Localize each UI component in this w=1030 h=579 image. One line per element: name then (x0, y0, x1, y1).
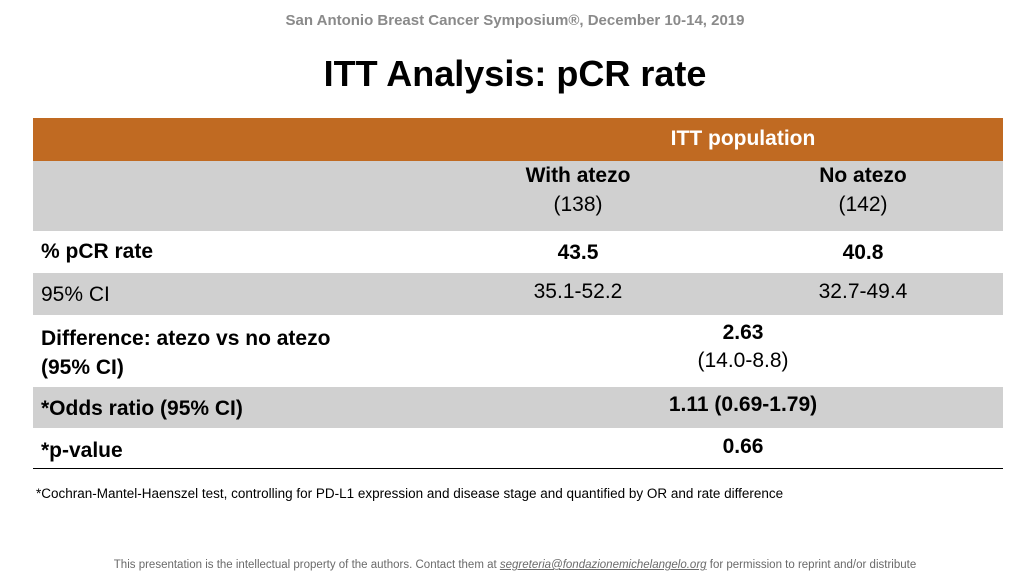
cell-no-atezo: 40.8 (842, 241, 884, 264)
row-label-line1: Difference: atezo vs no atezo (41, 327, 331, 350)
cell-no-atezo: 32.7-49.4 (818, 280, 908, 303)
column-name: No atezo (819, 164, 907, 187)
cell-pvalue: 0.66 (722, 435, 764, 458)
row-label-line2: (95% CI) (41, 356, 124, 379)
table-row-ci: 95% CI 35.1-52.2 32.7-49.4 (33, 273, 1003, 315)
contact-email-link[interactable]: segreteria@fondazionemichelangelo.org (499, 559, 707, 571)
row-label: *p-value (41, 439, 123, 462)
table-row-pcr: % pCR rate 43.5 40.8 (33, 231, 1003, 273)
column-header-with-atezo: With atezo (138) (413, 164, 743, 217)
table-row-difference: Difference: atezo vs no atezo (95% CI) 2… (33, 315, 1003, 387)
column-n: (138) (553, 193, 603, 216)
copyright-notice: This presentation is the intellectual pr… (0, 559, 1030, 571)
group-header-label: ITT population (670, 127, 816, 150)
conference-banner: San Antonio Breast Cancer Symposium®, De… (285, 12, 745, 29)
row-label: Difference: atezo vs no atezo (95% CI) (41, 324, 330, 382)
difference-ci: (14.0-8.8) (697, 349, 789, 372)
cell-odds-ratio: 1.11 (0.69-1.79) (668, 393, 818, 416)
column-n: (142) (838, 193, 888, 216)
cell-with-atezo: 35.1-52.2 (533, 280, 623, 303)
difference-value: 2.63 (722, 321, 764, 344)
slide-title: ITT Analysis: pCR rate (323, 53, 707, 94)
row-label: 95% CI (41, 283, 110, 306)
column-header-row: With atezo (138) No atezo (142) (33, 161, 1003, 231)
row-label: *Odds ratio (95% CI) (41, 397, 243, 420)
column-header-no-atezo: No atezo (142) (743, 164, 983, 217)
footnote: *Cochran-Mantel-Haenszel test, controlli… (36, 486, 784, 501)
copyright-text-after: for permission to reprint and/or distrib… (706, 559, 917, 571)
cell-with-atezo: 43.5 (557, 241, 599, 264)
table-row-pvalue: *p-value 0.66 (33, 428, 1003, 469)
table-row-odds-ratio: *Odds ratio (95% CI) 1.11 (0.69-1.79) (33, 387, 1003, 428)
copyright-text-before: This presentation is the intellectual pr… (113, 559, 500, 571)
cell-difference: 2.63 (14.0-8.8) (563, 319, 923, 375)
results-table: ITT population With atezo (138) No atezo… (33, 118, 1003, 469)
table-group-header: ITT population (33, 118, 1003, 161)
row-label: % pCR rate (41, 240, 154, 263)
column-name: With atezo (525, 164, 631, 187)
